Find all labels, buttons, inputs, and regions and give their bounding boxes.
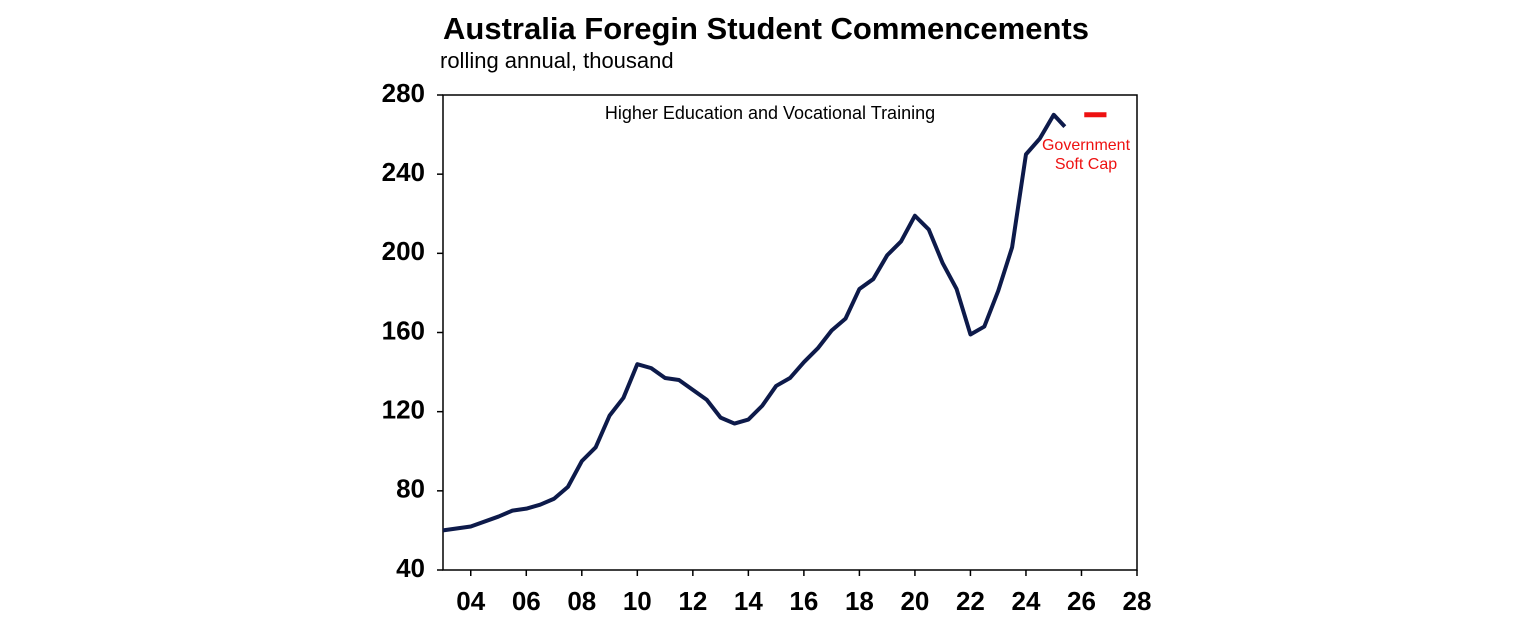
x-tick-label: 08: [567, 586, 596, 616]
chart-title: Australia Foregin Student Commencements: [443, 11, 1089, 46]
y-tick-label: 40: [396, 553, 425, 583]
chart-subtitle: rolling annual, thousand: [440, 48, 674, 73]
x-tick-label: 06: [512, 586, 541, 616]
plot-frame: [442, 94, 1138, 571]
y-tick-label: 120: [382, 395, 425, 425]
x-tick-label: 28: [1123, 586, 1152, 616]
y-tick-label: 280: [382, 78, 425, 108]
x-tick-label: 14: [734, 586, 763, 616]
y-tick-label: 200: [382, 236, 425, 266]
series-line: [442, 112, 1067, 533]
y-tick-label: 160: [382, 315, 425, 345]
x-tick-label: 16: [789, 586, 818, 616]
x-tick-label: 20: [900, 586, 929, 616]
x-tick-label: 04: [456, 586, 485, 616]
y-tick-label: 240: [382, 157, 425, 187]
x-tick-label: 12: [678, 586, 707, 616]
series-label: Higher Education and Vocational Training: [605, 103, 935, 123]
x-tick-label: 10: [623, 586, 652, 616]
x-tick-label: 22: [956, 586, 985, 616]
x-tick-label: 18: [845, 586, 874, 616]
series-label: Government Soft Cap: [1042, 137, 1131, 173]
x-tick-label: 26: [1067, 586, 1096, 616]
x-tick-label: 24: [1011, 586, 1040, 616]
y-tick-label: 80: [396, 474, 425, 504]
